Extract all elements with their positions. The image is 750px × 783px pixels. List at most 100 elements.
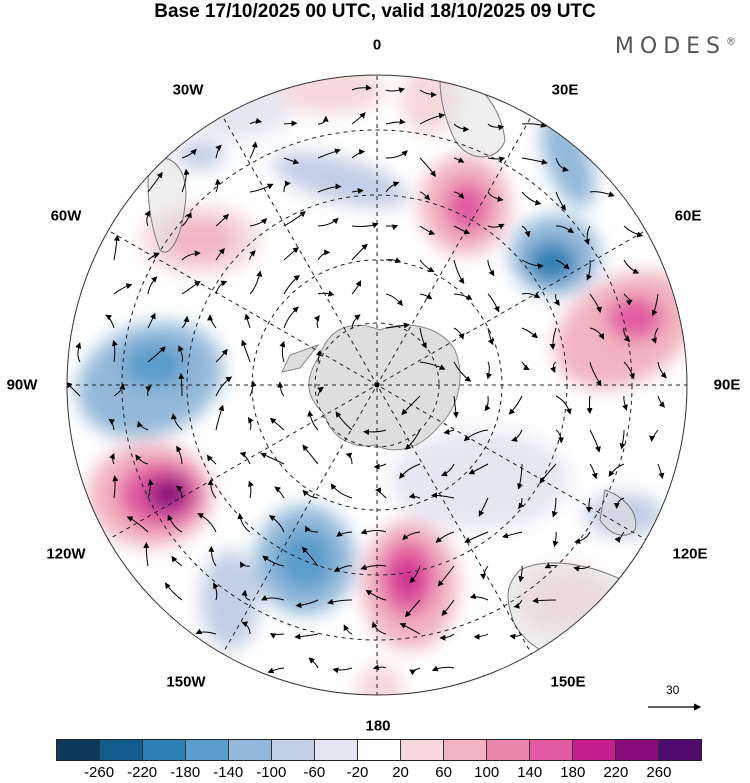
wind-arrow — [269, 633, 285, 639]
wind-arrow — [419, 157, 436, 177]
wind-arrow — [239, 561, 251, 569]
wind-arrow — [113, 234, 120, 261]
wind-arrow — [332, 667, 353, 674]
wind-arrow — [453, 293, 473, 300]
wind-arrow — [409, 667, 421, 676]
wind-arrow — [249, 117, 262, 125]
wind-arrow — [480, 565, 489, 580]
wind-arrow — [468, 463, 489, 475]
wind-arrow — [108, 418, 115, 431]
wind-arrow — [385, 118, 406, 125]
wind-arrow — [302, 489, 319, 499]
wind-arrow — [555, 429, 565, 444]
wind-arrow — [651, 293, 659, 317]
brand-name: MODES — [614, 34, 726, 59]
wind-arrow — [241, 621, 251, 635]
wind-arrow — [237, 512, 251, 533]
wind-arrow — [207, 479, 217, 499]
wind-arrow — [75, 342, 82, 363]
colorbar-swatch — [315, 740, 358, 760]
lon-label-150e: 150E — [550, 673, 586, 691]
brand-mark: ® — [726, 36, 736, 48]
lon-label-120w: 120W — [46, 545, 86, 563]
wind-arrow — [351, 148, 366, 159]
wind-arrow — [589, 327, 604, 340]
colorbar — [56, 739, 702, 761]
wind-arrow — [419, 361, 446, 370]
wind-arrow — [215, 144, 222, 159]
wind-arrow — [453, 123, 470, 133]
colorbar-swatch — [272, 740, 315, 760]
wind-arrow — [215, 213, 230, 227]
wind-arrow — [279, 340, 286, 363]
wind-arrow — [249, 250, 256, 261]
wind-arrow — [478, 497, 489, 517]
wind-arrow — [419, 327, 427, 349]
wind-arrow — [105, 314, 115, 329]
wind-arrow — [215, 404, 225, 431]
wind-arrow — [305, 525, 319, 533]
wind-arrow — [283, 120, 298, 127]
wind-arrow — [586, 395, 593, 415]
wind-arrow — [181, 211, 192, 227]
wind-arrow — [584, 225, 591, 246]
wind-arrow — [518, 565, 525, 583]
wind-arrow — [532, 597, 557, 604]
wind-arrow — [399, 463, 421, 479]
wind-arrow — [404, 599, 421, 618]
wind-arrow — [195, 628, 217, 635]
wind-arrow — [435, 531, 455, 543]
wind-arrow — [586, 259, 592, 281]
wind-arrow — [137, 421, 149, 431]
colorbar-tick-label: -60 — [303, 764, 326, 781]
wind-arrow — [401, 395, 421, 416]
wind-arrow — [147, 312, 156, 329]
wind-arrow — [589, 361, 602, 387]
antarctic-peninsula — [281, 343, 320, 373]
wind-arrow — [351, 314, 361, 329]
wind-arrow — [623, 293, 633, 306]
wind-arrow — [419, 89, 437, 98]
wind-arrow — [283, 211, 306, 227]
wind-arrow — [170, 413, 183, 431]
wind-arrow — [343, 624, 353, 635]
colorbar-swatch — [100, 740, 143, 760]
wind-arrow — [345, 452, 353, 465]
wind-arrow — [167, 514, 183, 533]
wind-arrow — [486, 361, 492, 380]
wind-arrow — [261, 595, 285, 601]
wind-arrow — [260, 452, 285, 465]
wind-arrow — [373, 463, 387, 470]
wind-arrow — [317, 183, 342, 193]
wind-arrow — [441, 599, 455, 616]
wind-arrow — [178, 372, 185, 397]
wind-arrow — [521, 361, 530, 370]
wind-arrow — [544, 562, 557, 569]
colorbar-swatch — [143, 740, 186, 760]
lon-label-150w: 150W — [166, 673, 206, 691]
wind-arrow — [181, 250, 201, 261]
wind-arrow — [112, 475, 119, 499]
wind-arrow — [360, 564, 387, 570]
wind-arrow — [487, 293, 500, 313]
colorbar-swatch — [229, 740, 272, 760]
colorbar-swatch — [487, 740, 530, 760]
map-title: Base 17/10/2025 00 UTC, valid 18/10/2025… — [154, 1, 596, 22]
colorbar-tick-label: 60 — [435, 764, 452, 781]
wind-arrow — [623, 361, 635, 380]
wind-arrow — [385, 293, 403, 306]
colorbar-tick-label: -260 — [84, 764, 115, 781]
wind-arrow — [440, 463, 455, 477]
wind-arrow — [213, 582, 219, 601]
wind-arrow — [419, 112, 446, 125]
wind-arrow — [269, 417, 285, 431]
wind-arrow — [143, 541, 150, 567]
wind-arrow — [487, 327, 494, 346]
wind-arrow — [419, 191, 431, 201]
south-america — [147, 157, 187, 253]
wind-arrow — [623, 259, 640, 274]
wind-arrow — [335, 411, 353, 431]
wind-arrow — [385, 257, 402, 263]
wind-arrow — [360, 528, 387, 535]
wind-arrow — [508, 395, 523, 415]
